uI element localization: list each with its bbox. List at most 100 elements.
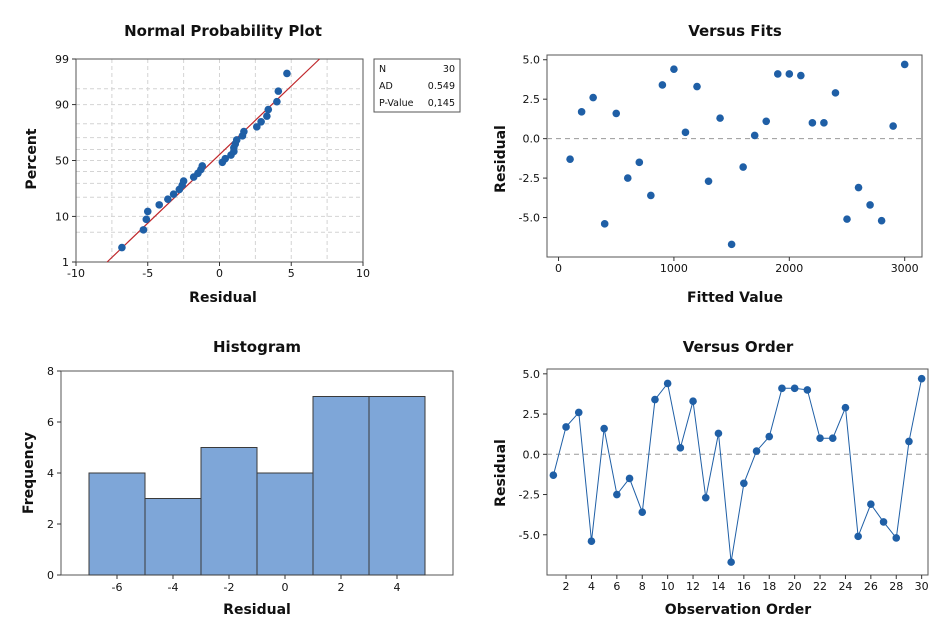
data-point xyxy=(739,163,747,171)
y-tick-label: 10 xyxy=(55,210,69,223)
y-tick-label: -5.0 xyxy=(519,212,540,225)
histogram-bar xyxy=(312,396,370,576)
y-tick-label: -2.5 xyxy=(519,172,540,185)
data-point xyxy=(118,243,126,252)
x-tick-label: -10 xyxy=(67,267,85,280)
y-tick-label: 6 xyxy=(47,416,54,429)
data-point xyxy=(877,216,886,225)
x-tick-label: 0 xyxy=(555,262,562,275)
y-axis-label: Residual xyxy=(493,125,509,193)
y-tick-label: 0.0 xyxy=(523,448,541,461)
data-point xyxy=(600,424,608,433)
stat-n-label: N xyxy=(379,64,386,75)
histogram-bar xyxy=(368,396,426,576)
data-point xyxy=(750,131,759,140)
data-point xyxy=(587,537,596,546)
data-point xyxy=(765,432,774,441)
y-tick-label: -2.5 xyxy=(519,489,540,502)
histogram-bar xyxy=(256,472,314,576)
plot-frame xyxy=(546,54,923,258)
histogram-bar xyxy=(88,472,146,576)
chart-title: Histogram xyxy=(213,338,301,356)
data-point xyxy=(179,177,188,185)
y-tick-label: 99 xyxy=(55,53,69,66)
x-axis-label: Residual xyxy=(223,602,291,618)
data-point xyxy=(612,109,621,118)
data-point xyxy=(681,128,690,137)
x-axis-label: Fitted Value xyxy=(687,290,783,306)
x-tick-label: 0 xyxy=(282,581,289,594)
data-point xyxy=(263,112,271,120)
data-point xyxy=(613,490,621,499)
x-axis-label: Observation Order xyxy=(665,602,812,618)
x-tick-label: -2 xyxy=(224,581,235,594)
data-point xyxy=(651,395,659,404)
data-point xyxy=(549,471,558,480)
data-point xyxy=(658,81,667,89)
data-point xyxy=(273,97,281,106)
data-point xyxy=(143,207,152,216)
data-point xyxy=(831,89,840,97)
data-point xyxy=(574,408,583,417)
data-point xyxy=(600,220,609,228)
data-point xyxy=(892,534,901,542)
data-point xyxy=(169,190,178,198)
data-point xyxy=(740,479,748,488)
data-point xyxy=(142,215,151,224)
x-tick-label: 10 xyxy=(661,580,675,593)
data-point xyxy=(843,215,851,223)
x-tick-label: 18 xyxy=(762,580,776,593)
data-point xyxy=(693,82,701,91)
stats-box: N 30 AD 0.549 P-Value 0,145 xyxy=(373,58,461,113)
data-point xyxy=(773,70,782,78)
histogram-panel: Histogram Residual Frequency 0 2 4 6 8 -6 -4 -2… xyxy=(21,338,454,618)
plot-frame xyxy=(546,368,929,576)
data-point xyxy=(905,437,913,446)
y-tick-label: 90 xyxy=(55,99,69,112)
y-tick-label: 5.0 xyxy=(523,368,541,381)
y-axis-label: Frequency xyxy=(21,432,37,514)
y-tick-label: 8 xyxy=(47,365,54,378)
data-point xyxy=(727,558,735,566)
x-tick-label: -6 xyxy=(112,581,123,594)
chart-title: Versus Fits xyxy=(688,22,782,40)
y-tick-label: 5.0 xyxy=(523,54,541,67)
y-tick-label: 0.0 xyxy=(523,133,541,146)
x-tick-label: 2 xyxy=(563,580,570,593)
data-point xyxy=(647,191,655,200)
data-point xyxy=(264,105,273,114)
data-point xyxy=(139,226,148,234)
y-tick-label: 0 xyxy=(47,569,54,582)
data-point xyxy=(689,397,697,405)
data-point xyxy=(164,195,172,204)
versus-fits-panel: Versus Fits Fitted Value Residual 5.0 2.5… xyxy=(493,22,923,306)
data-point xyxy=(232,136,241,144)
stat-p-value-value: 0,145 xyxy=(428,98,455,109)
data-point xyxy=(808,119,817,127)
data-point xyxy=(866,201,874,209)
data-point xyxy=(701,493,710,502)
x-tick-label: 30 xyxy=(915,580,929,593)
x-tick-label: 0 xyxy=(216,267,223,280)
data-point xyxy=(762,117,771,126)
data-point xyxy=(253,123,261,131)
data-point xyxy=(198,162,207,170)
x-tick-label: 3000 xyxy=(891,262,919,275)
x-tick-label: 24 xyxy=(838,580,852,593)
x-tick-label: 8 xyxy=(639,580,646,593)
x-tick-label: 4 xyxy=(394,581,401,594)
x-tick-label: 14 xyxy=(711,580,725,593)
y-axis-label: Residual xyxy=(493,439,509,507)
y-tick-label: 2 xyxy=(47,518,54,531)
data-point xyxy=(854,183,863,192)
data-point xyxy=(752,447,761,455)
x-tick-label: 1000 xyxy=(660,262,688,275)
x-tick-label: 16 xyxy=(737,580,751,593)
y-tick-label: 4 xyxy=(47,467,54,480)
data-point xyxy=(221,154,230,163)
x-tick-label: -5 xyxy=(142,267,153,280)
y-tick-label: 1 xyxy=(62,256,69,269)
x-axis-label: Residual xyxy=(189,290,257,306)
